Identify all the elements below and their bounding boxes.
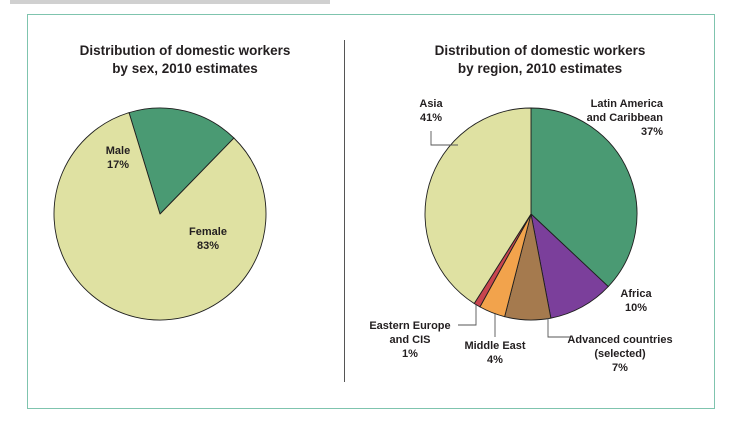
chart-title-line: Distribution of domestic workers	[434, 43, 646, 58]
pie-by-sex-slice-female	[53, 112, 267, 321]
pie-by-sex-label-female: Female 83%	[189, 226, 227, 252]
pie-by-sex-label-male: Male 17%	[106, 145, 130, 171]
leader-line-asia	[430, 131, 458, 146]
leader-line-eastern-europe	[458, 305, 477, 326]
chart-title-by-sex: Distribution of domestic workers by sex,…	[40, 42, 330, 78]
pie-by-region-label-asia: Asia 41%	[419, 98, 443, 124]
previous-page-edge	[0, 0, 734, 6]
pie-by-sex-slice-male	[128, 107, 235, 215]
leader-line-advanced-countries	[547, 318, 570, 338]
pie-by-region-slice-latin-america-and-caribbean	[530, 107, 638, 288]
figure-frame	[27, 14, 715, 409]
pie-by-region-label-advanced-countries: Advanced countries (selected) 7%	[567, 334, 672, 374]
pie-by-region-label-latin-america: Latin America and Caribbean 37%	[587, 98, 664, 138]
pie-by-region-label-eastern-europe: Eastern Europe and CIS 1%	[369, 320, 450, 360]
pie-by-region-label-middle-east: Middle East 4%	[464, 340, 525, 366]
chart-title-by-region: Distribution of domestic workers by regi…	[380, 42, 700, 78]
chart-title-line: Distribution of domestic workers	[79, 43, 291, 58]
pie-by-region-slice-asia	[424, 107, 532, 304]
chart-title-line: by sex, 2010 estimates	[112, 61, 258, 76]
chart-title-line: by region, 2010 estimates	[457, 61, 623, 76]
pie-by-region-label-africa: Africa 10%	[620, 288, 652, 314]
panel-divider	[344, 40, 345, 382]
